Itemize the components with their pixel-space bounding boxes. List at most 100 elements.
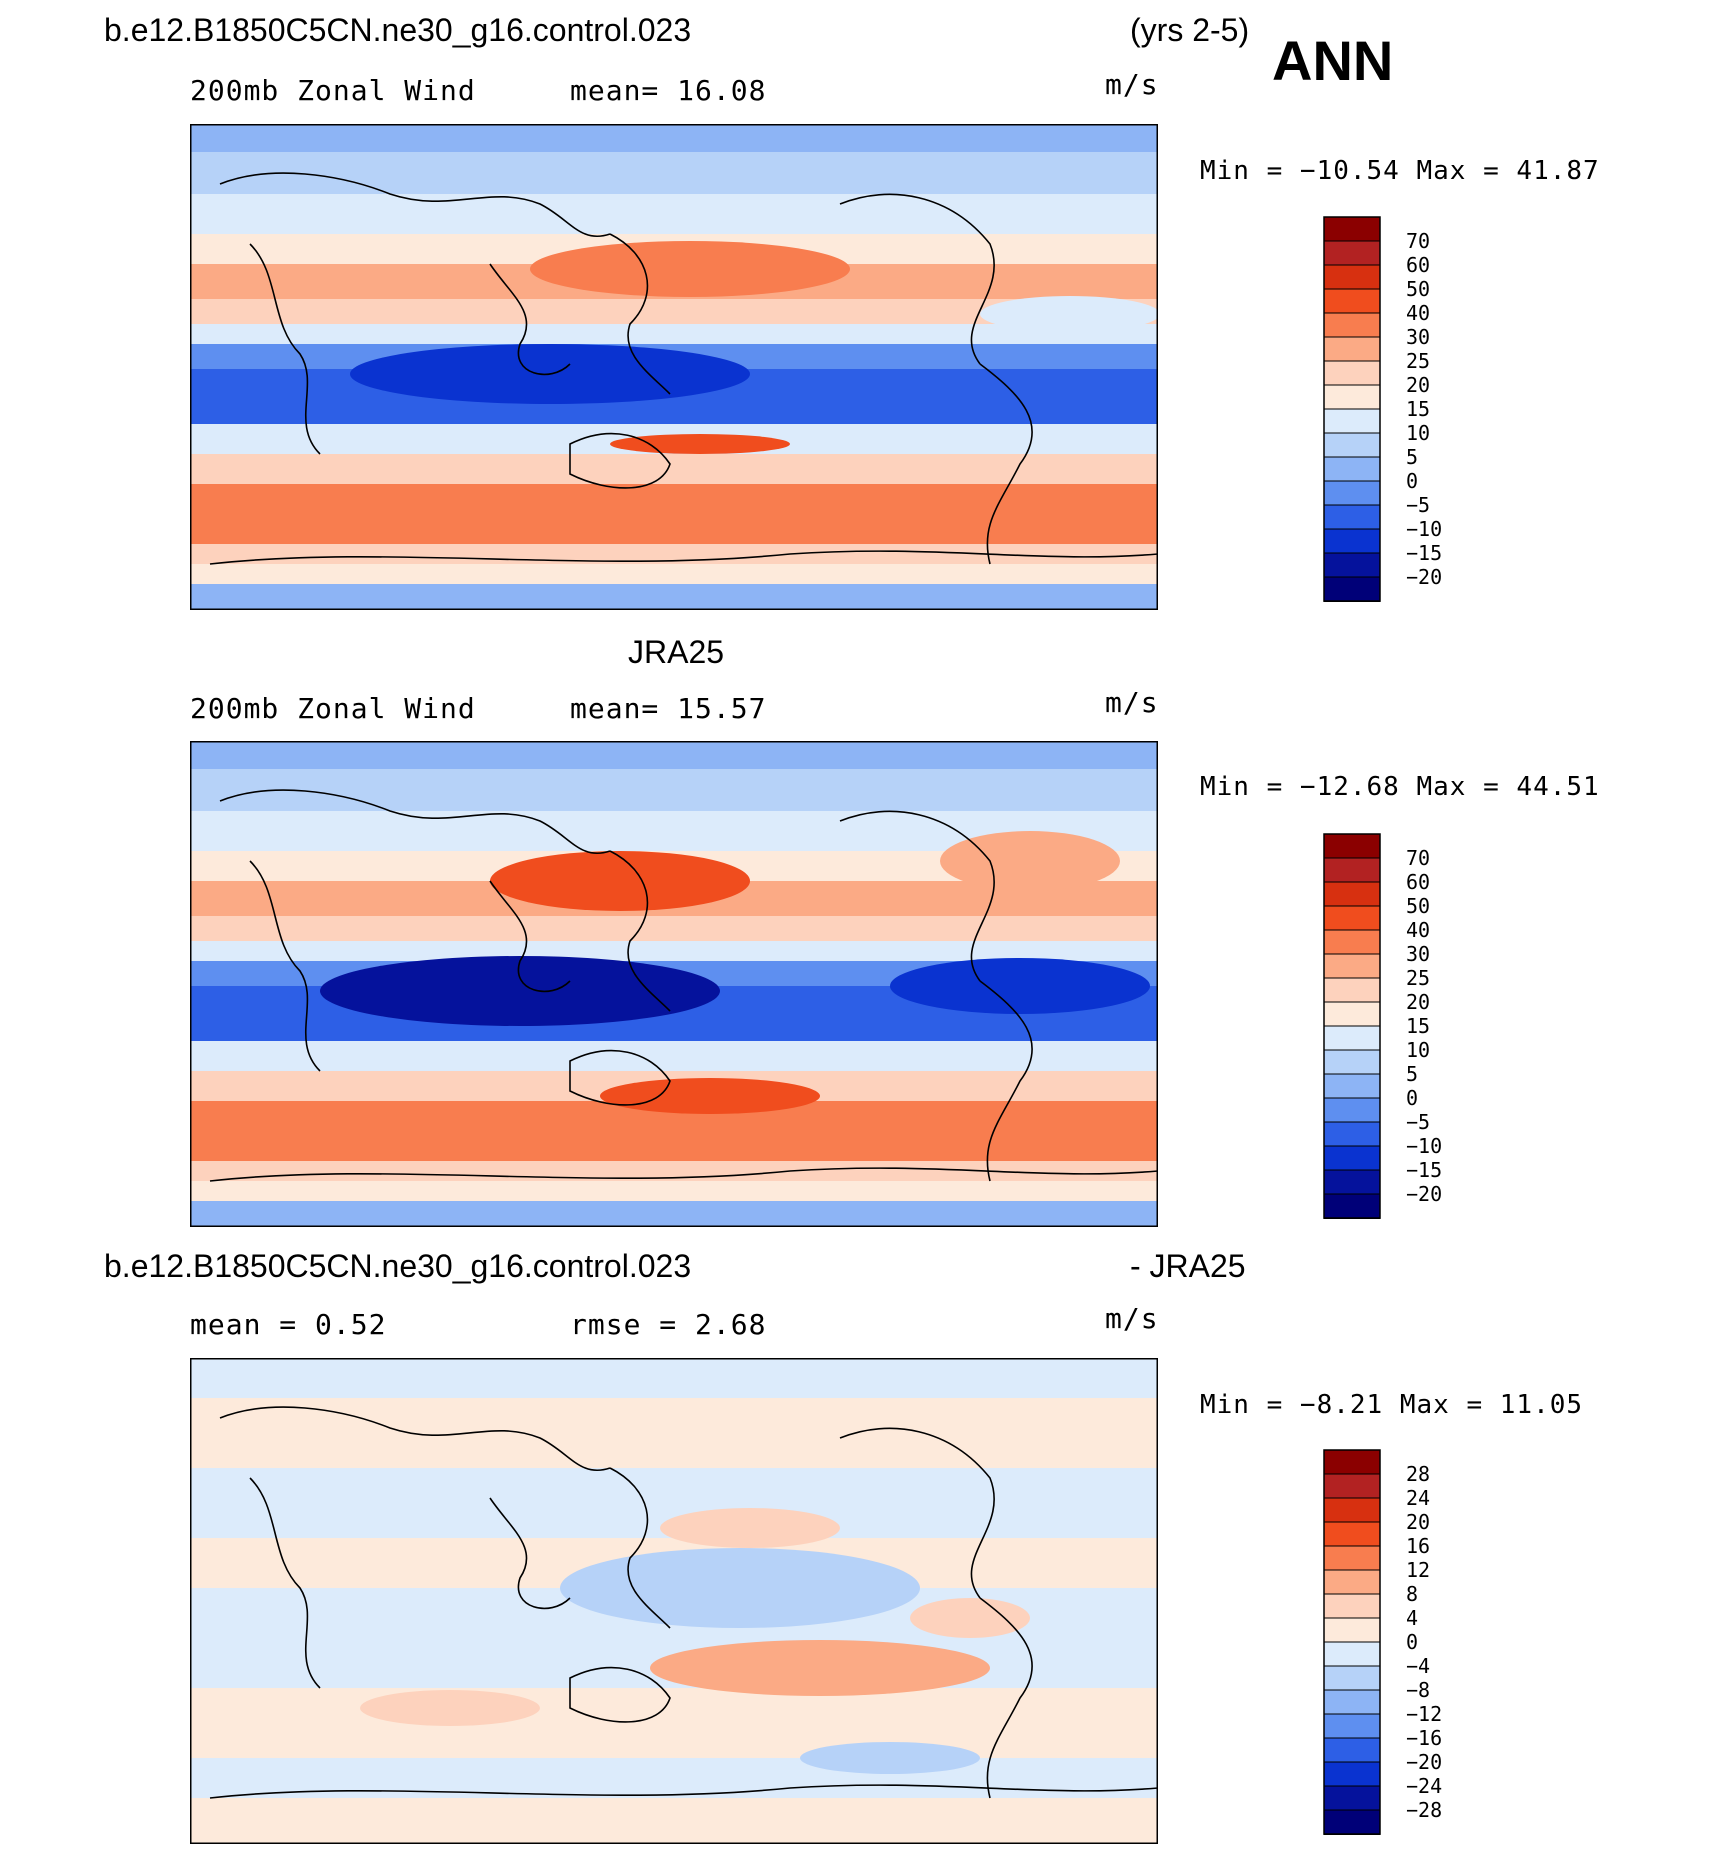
- colorbar-tick-label: −24: [1406, 1774, 1442, 1798]
- contour-band: [190, 741, 1158, 769]
- coastline: [489, 263, 571, 376]
- contour-band: [190, 1181, 1158, 1201]
- coastline: [979, 980, 1033, 1182]
- coastline: [569, 432, 671, 489]
- contour-band: [190, 1398, 1158, 1468]
- contour-blob: [320, 956, 720, 1026]
- colorbar-tick-label: 24: [1406, 1486, 1430, 1510]
- panel2-minmax-label: Min = −12.68 Max = 44.51: [1200, 772, 1600, 802]
- panel1-units-label: m/s: [1105, 68, 1159, 101]
- panel2-field-label: 200mb Zonal Wind: [190, 692, 476, 725]
- contour-band: [190, 916, 1158, 941]
- contour-blob: [360, 1690, 540, 1726]
- colorbar-swatch: [1323, 1521, 1381, 1547]
- contour-blob: [610, 434, 790, 454]
- coastline: [979, 1597, 1033, 1799]
- contour-blob: [490, 851, 750, 911]
- colorbar-tick-label: −12: [1406, 1702, 1442, 1726]
- colorbar-tick-label: −5: [1406, 1110, 1430, 1134]
- colorbar-swatch: [1323, 432, 1381, 458]
- panel2-units-label: m/s: [1105, 686, 1159, 719]
- colorbar-tick-label: 60: [1406, 870, 1430, 894]
- colorbar-swatch: [1323, 1569, 1381, 1595]
- season-label: ANN: [1272, 29, 1394, 92]
- colorbar-swatch: [1323, 1545, 1381, 1571]
- colorbar-swatch: [1323, 1497, 1381, 1523]
- colorbar-swatch: [1323, 264, 1381, 290]
- panel3-heading: b.e12.B1850C5CN.ne30_g16.control.023: [104, 1248, 692, 1284]
- contour-band: [190, 941, 1158, 961]
- colorbar-tick-label: 0: [1406, 1086, 1418, 1110]
- panel3-heading-right: - JRA25: [1130, 1248, 1246, 1284]
- colorbar-swatch: [1323, 240, 1381, 266]
- coastline: [839, 810, 995, 982]
- colorbar-tick-label: 5: [1406, 445, 1418, 469]
- colorbar-swatch: [1323, 408, 1381, 434]
- coastline: [979, 363, 1033, 565]
- colorbar-swatch: [1323, 1617, 1381, 1643]
- panel2-heading: JRA25: [628, 634, 725, 670]
- panel2-map: [190, 741, 1158, 1227]
- panel3-rmse-label: rmse = 2.68: [570, 1308, 767, 1341]
- colorbar-tick-label: −10: [1406, 1134, 1442, 1158]
- colorbar-tick-label: 60: [1406, 253, 1430, 277]
- contour-band: [190, 1798, 1158, 1844]
- colorbar-tick-label: 30: [1406, 325, 1430, 349]
- colorbar-swatch: [1323, 953, 1381, 979]
- contour-blob: [910, 1598, 1030, 1638]
- contour-blob: [650, 1640, 990, 1696]
- colorbar-tick-label: −16: [1406, 1726, 1442, 1750]
- coastline: [489, 1497, 571, 1610]
- colorbar-swatch: [1323, 1689, 1381, 1715]
- years-label: (yrs 2-5): [1130, 12, 1250, 48]
- colorbar-swatch: [1323, 1473, 1381, 1499]
- colorbar-swatch: [1323, 1025, 1381, 1051]
- colorbar-tick-label: 40: [1406, 301, 1430, 325]
- coastline: [209, 550, 1158, 565]
- colorbar-swatch: [1323, 1761, 1381, 1787]
- colorbar-tick-label: −20: [1406, 565, 1442, 589]
- colorbar-swatch: [1323, 1049, 1381, 1075]
- contour-blob: [560, 1548, 920, 1628]
- colorbar-tick-label: 30: [1406, 942, 1430, 966]
- colorbar-swatch: [1323, 1785, 1381, 1811]
- colorbar-swatch: [1323, 929, 1381, 955]
- coastline: [569, 1666, 671, 1723]
- map-frame: [190, 124, 1158, 610]
- colorbar-tick-label: 50: [1406, 277, 1430, 301]
- contour-band: [190, 1358, 1158, 1398]
- colorbar-tick-label: 28: [1406, 1462, 1430, 1486]
- colorbar-tick-label: 20: [1406, 373, 1430, 397]
- coastline: [249, 243, 321, 455]
- map-frame: [190, 1358, 1158, 1844]
- coastline: [609, 233, 671, 395]
- colorbar-tick-label: −20: [1406, 1182, 1442, 1206]
- contour-band: [190, 544, 1158, 564]
- colorbar-tick-label: 50: [1406, 894, 1430, 918]
- colorbar-swatch: [1323, 905, 1381, 931]
- coastline: [219, 172, 611, 237]
- contour-band: [190, 152, 1158, 194]
- colorbar-swatch: [1323, 504, 1381, 530]
- colorbar-swatch: [1323, 1593, 1381, 1619]
- colorbar-swatch: [1323, 857, 1381, 883]
- colorbar-swatch: [1323, 1001, 1381, 1027]
- colorbar-swatch: [1323, 456, 1381, 482]
- colorbar-swatch: [1323, 1449, 1381, 1475]
- colorbar-swatch: [1323, 1665, 1381, 1691]
- colorbar-swatch: [1323, 552, 1381, 578]
- coastline: [569, 1049, 671, 1106]
- colorbar-tick-label: 70: [1406, 846, 1430, 870]
- coastline: [609, 1467, 671, 1629]
- colorbar-swatch: [1323, 1097, 1381, 1123]
- colorbar-swatch: [1323, 881, 1381, 907]
- colorbar-tick-label: 25: [1406, 349, 1430, 373]
- colorbar-tick-label: 70: [1406, 229, 1430, 253]
- coastline: [489, 880, 571, 993]
- colorbar-swatch: [1323, 1809, 1381, 1835]
- coastline: [249, 1477, 321, 1689]
- coastline: [209, 1784, 1158, 1799]
- colorbar-tick-label: 15: [1406, 397, 1430, 421]
- colorbar-frame: [1323, 216, 1381, 602]
